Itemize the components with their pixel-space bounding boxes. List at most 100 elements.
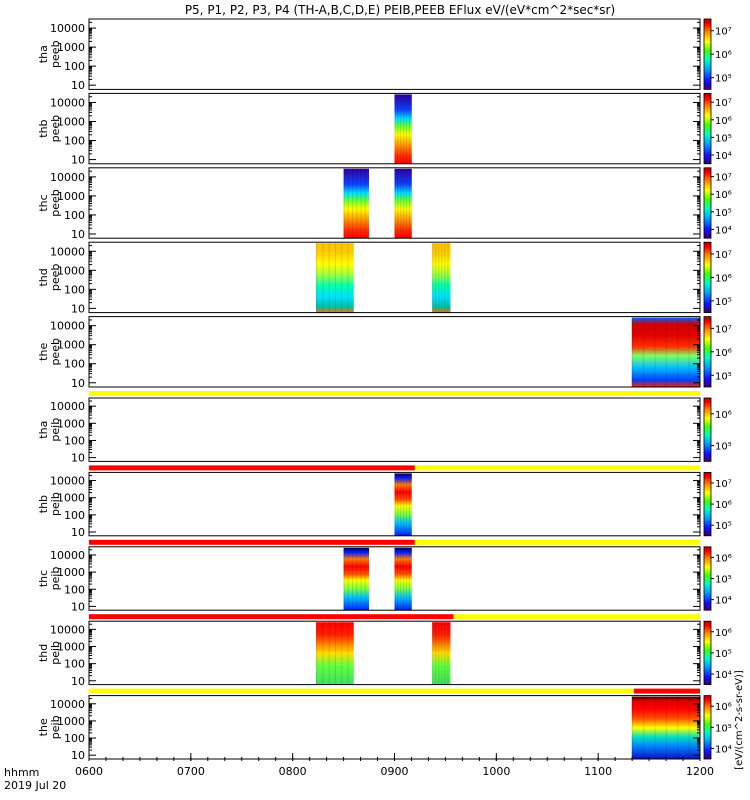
y-tick-label: 100 <box>64 732 85 745</box>
block-texture <box>394 94 396 164</box>
y-tick-label: 1000 <box>57 264 85 277</box>
spectrogram-block <box>432 622 451 685</box>
panel-frame <box>88 620 701 686</box>
panel-species-label: peib <box>49 715 62 739</box>
block-texture <box>432 243 434 313</box>
panel-probe-label: tha <box>37 421 50 439</box>
y-tick-label: 10000 <box>50 320 85 333</box>
mode-bar-segment <box>89 391 700 396</box>
panel-frame <box>88 316 701 388</box>
colorbar <box>703 93 712 165</box>
spectrogram-block <box>343 168 370 239</box>
mode-bar-segment <box>633 688 700 694</box>
block-texture <box>438 243 440 313</box>
y-tick-label: 100 <box>64 434 85 447</box>
y-tick-label: 1000 <box>57 492 85 505</box>
block-texture <box>447 243 449 313</box>
block-texture <box>352 547 354 611</box>
y-tick-label: 10 <box>71 154 85 167</box>
colorbar-tick-label: 10⁷ <box>715 173 732 184</box>
y-tick-label: 10 <box>71 526 85 539</box>
block-texture <box>334 622 336 685</box>
colorbar-tick-label: 10⁴ <box>715 225 732 236</box>
colorbar <box>703 18 712 90</box>
panel-species-label: peeb <box>49 189 62 217</box>
y-tick-label: 10 <box>71 79 85 92</box>
block-texture <box>438 622 440 685</box>
block-texture <box>341 622 343 685</box>
block-texture <box>400 473 402 536</box>
block-texture <box>328 622 330 685</box>
block-texture <box>435 622 437 685</box>
panel-probe-label: tha <box>37 45 50 63</box>
block-texture <box>347 622 349 685</box>
panel-species-label: peeb <box>49 338 62 366</box>
block-texture <box>441 622 443 685</box>
x-tick-label: 0900 <box>381 765 409 778</box>
spectrogram-block <box>394 473 412 536</box>
block-texture <box>356 547 358 611</box>
date-label: 2019 Jul 20 <box>4 779 66 792</box>
y-tick-label: 1000 <box>57 566 85 579</box>
block-texture <box>400 94 402 164</box>
block-texture <box>360 547 362 611</box>
y-tick-label: 10000 <box>50 549 85 562</box>
colorbar-tick-label: 10⁶ <box>715 190 732 201</box>
colorbar-tick-label: 10⁵ <box>715 74 732 85</box>
block-texture <box>408 473 410 536</box>
colorbar-tick-label: 10⁶ <box>715 410 732 421</box>
block-texture <box>394 168 396 239</box>
panels-group: 10100100010000thapeeb10⁵10⁶10⁷1010010001… <box>37 18 732 762</box>
y-tick-label: 100 <box>64 209 85 222</box>
panel-label: thapeeb <box>37 40 62 68</box>
y-tick-label: 100 <box>64 283 85 296</box>
block-texture <box>347 168 349 239</box>
block-texture <box>631 317 633 387</box>
spectrogram-block <box>432 243 451 313</box>
x-tick-label: 0600 <box>75 765 103 778</box>
colorbar-tick-label: 10⁷ <box>715 324 732 335</box>
y-tick-label: 1000 <box>57 417 85 430</box>
y-tick-label: 10 <box>71 302 85 315</box>
colorbar <box>703 471 712 537</box>
colorbar-tick-label: 10⁷ <box>715 98 732 109</box>
block-texture <box>347 243 349 313</box>
block-texture <box>688 317 690 387</box>
block-texture <box>643 317 645 387</box>
panel-probe-label: the <box>37 718 50 736</box>
x-tick-label: 0700 <box>177 765 205 778</box>
y-tick-label: 10 <box>71 600 85 613</box>
block-texture <box>356 168 358 239</box>
colorbar-tick-label: 10⁴ <box>715 151 732 162</box>
colorbar-tick-label: 10⁷ <box>715 27 732 38</box>
colorbar-tick-label: 10⁵ <box>715 297 732 308</box>
block-texture <box>677 696 679 759</box>
y-tick-label: 10000 <box>50 245 85 258</box>
colorbar-tick-label: 10⁶ <box>715 500 732 511</box>
y-tick-label: 100 <box>64 358 85 371</box>
colorbar <box>703 620 712 686</box>
block-texture <box>408 94 410 164</box>
spectrogram-block <box>394 94 412 164</box>
panel-species-label: peib <box>49 492 62 516</box>
colorbar-tick-label: 10⁴ <box>715 744 732 755</box>
panel-species-label: peib <box>49 418 62 442</box>
panel-label: thepeib <box>37 715 62 739</box>
y-tick-label: 1000 <box>57 116 85 129</box>
spectrogram-block <box>631 696 700 759</box>
panel-probe-label: thc <box>37 194 50 211</box>
y-tick-label: 10 <box>71 749 85 762</box>
block-texture <box>665 317 667 387</box>
mode-bar-segment <box>89 614 454 620</box>
y-tick-label: 100 <box>64 135 85 148</box>
block-texture <box>406 473 408 536</box>
block-texture <box>406 94 408 164</box>
block-texture <box>447 622 449 685</box>
block-texture <box>360 168 362 239</box>
